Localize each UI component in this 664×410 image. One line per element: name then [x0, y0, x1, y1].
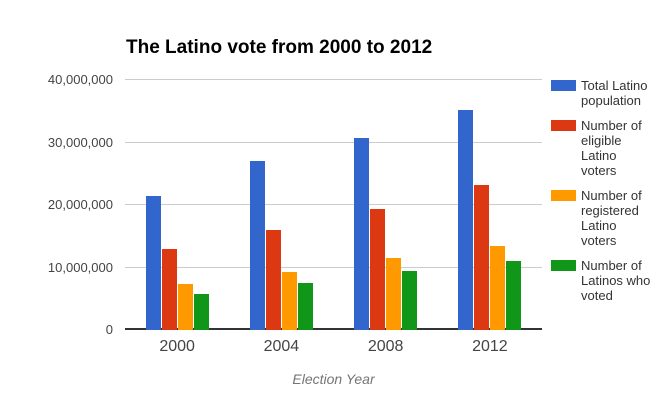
legend-item-number-of-latinos-who-voted: Number of Latinos who voted — [551, 258, 663, 303]
legend-swatch-number-of-latinos-who-voted — [551, 260, 576, 271]
bar-total-latino-population-2008[interactable] — [354, 137, 370, 330]
y-tick-label: 20,000,000 — [47, 197, 113, 212]
bar-group-2012 — [458, 80, 522, 330]
bar-number-of-registered-latino-voters-2012[interactable] — [490, 245, 506, 330]
x-axis: 2000 2004 2008 2012 — [125, 338, 542, 356]
gridline — [125, 79, 542, 80]
bar-total-latino-population-2000[interactable] — [145, 195, 161, 330]
bar-number-of-registered-latino-voters-2000[interactable] — [177, 283, 193, 330]
legend-item-total-latino-population: Total Latino population — [551, 78, 663, 108]
bar-number-of-registered-latino-voters-2004[interactable] — [281, 271, 297, 330]
bar-number-of-eligible-latino-voters-2004[interactable] — [265, 230, 281, 330]
y-tick-label: 30,000,000 — [47, 134, 113, 150]
legend-label: Number of Latinos who voted — [581, 258, 651, 303]
x-tick-label-2004: 2004 — [263, 338, 300, 355]
legend-label: Number of registered Latino voters — [581, 188, 642, 248]
y-tick-label: 0 — [105, 322, 113, 337]
bar-number-of-latinos-who-voted-2008[interactable] — [402, 270, 418, 330]
x-axis-title: Election Year — [292, 371, 375, 387]
bar-number-of-eligible-latino-voters-2008[interactable] — [370, 208, 386, 330]
x-axis-line — [125, 328, 542, 330]
x-tick-label-2008: 2008 — [367, 338, 404, 355]
gridline — [125, 266, 542, 268]
legend-item-number-of-eligible-latino-voters: Number of eligible Latino voters — [551, 118, 663, 178]
bar-number-of-eligible-latino-voters-2000[interactable] — [161, 248, 177, 330]
bar-number-of-registered-latino-voters-2008[interactable] — [386, 258, 402, 330]
legend-swatch-number-of-registered-latino-voters — [551, 190, 576, 201]
legend-label: Total Latino population — [581, 78, 648, 108]
legend-item-number-of-registered-latino-voters: Number of registered Latino voters — [551, 188, 663, 248]
y-tick-label: 10,000,000 — [47, 259, 113, 275]
bar-number-of-latinos-who-voted-2012[interactable] — [506, 261, 522, 330]
legend-swatch-number-of-eligible-latino-voters — [551, 120, 576, 131]
legend-label: Number of eligible Latino voters — [581, 118, 642, 178]
gridline — [125, 204, 542, 205]
bar-groups — [125, 80, 542, 330]
chart-title: The Latino vote from 2000 to 2012 — [126, 37, 433, 58]
bar-group-2004 — [249, 80, 313, 330]
bar-total-latino-population-2004[interactable] — [249, 160, 265, 330]
plot-area — [125, 79, 542, 330]
gridline — [125, 141, 542, 143]
bar-number-of-latinos-who-voted-2000[interactable] — [193, 294, 209, 330]
legend: Total Latino population Number of eligibl… — [551, 78, 663, 313]
bar-number-of-eligible-latino-voters-2012[interactable] — [474, 185, 490, 330]
bar-number-of-latinos-who-voted-2004[interactable] — [297, 283, 313, 330]
bar-total-latino-population-2012[interactable] — [458, 110, 474, 330]
bar-group-2008 — [354, 80, 418, 330]
x-tick-label-2000: 2000 — [159, 338, 195, 355]
x-tick-label-2012: 2012 — [472, 338, 508, 355]
bar-group-2000 — [145, 80, 209, 330]
y-tick-label: 40,000,000 — [47, 72, 113, 87]
legend-swatch-total-latino-population — [551, 80, 576, 91]
